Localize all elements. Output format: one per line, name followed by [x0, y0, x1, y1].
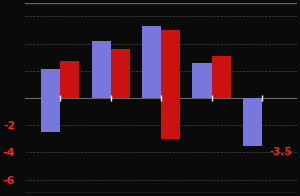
Bar [161, 30, 180, 98]
Bar [41, 69, 60, 98]
Bar [41, 98, 60, 132]
Bar [60, 61, 80, 98]
Bar [192, 63, 212, 98]
Bar [92, 41, 111, 98]
Text: -3.5: -3.5 [269, 147, 292, 157]
Bar [161, 98, 180, 139]
Bar [243, 98, 262, 146]
Bar [212, 56, 231, 98]
Bar [142, 26, 161, 98]
Bar [111, 49, 130, 98]
